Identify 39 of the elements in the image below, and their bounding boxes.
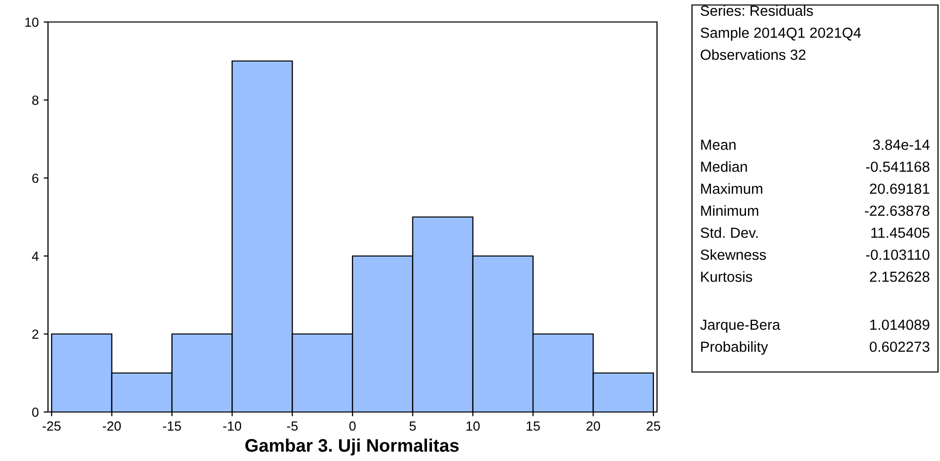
text: Median [701, 161, 747, 172]
text: 11.45405 [871, 228, 930, 238]
text: 20.69181 [870, 184, 930, 194]
y-tick-label: 4 [32, 252, 39, 261]
text: Gambar 3. Uji Normalitas [245, 438, 459, 456]
x-tick-label: 10 [466, 421, 480, 431]
y-tick-label: 10 [25, 18, 38, 27]
x-tick-label: 15 [526, 422, 540, 431]
y-tick-label: 6 [32, 174, 38, 183]
x-tick-label: -15 [163, 422, 181, 431]
x-tick-label: -10 [223, 421, 242, 431]
text: 1.014089 [870, 320, 930, 330]
text: 0.602273 [870, 342, 930, 352]
text: Series: Residuals [700, 5, 813, 16]
x-tick-label: 5 [410, 422, 416, 431]
x-tick-label: 25 [646, 421, 660, 431]
x-tick-label: 20 [586, 421, 600, 431]
x-tick-label: 0 [349, 421, 356, 431]
text: Observations 32 [700, 49, 806, 60]
y-tick-label: 2 [32, 330, 38, 339]
text: -22.63878 [864, 206, 930, 216]
text: Jarque-Bera [700, 320, 780, 333]
text: Maximum [701, 183, 762, 194]
text: Probability [701, 341, 768, 355]
text: Kurtosis [701, 271, 752, 282]
x-tick-label: -5 [287, 422, 298, 431]
x-tick-label: -25 [42, 421, 61, 431]
text: 3.84e-14 [872, 140, 930, 150]
y-tick-label: 8 [32, 96, 38, 105]
text: Mean [701, 140, 736, 150]
x-tick-label: -20 [102, 421, 121, 431]
text: Std. Dev. [700, 227, 758, 238]
text: Skewness [700, 249, 766, 260]
text: 2.152628 [870, 272, 930, 282]
y-tick-label: 0 [32, 408, 38, 417]
text: Sample 2014Q1 2021Q4 [700, 27, 861, 41]
text: Minimum [701, 205, 758, 216]
text: -0.541168 [866, 162, 930, 172]
text: -0.103110 [866, 250, 930, 260]
